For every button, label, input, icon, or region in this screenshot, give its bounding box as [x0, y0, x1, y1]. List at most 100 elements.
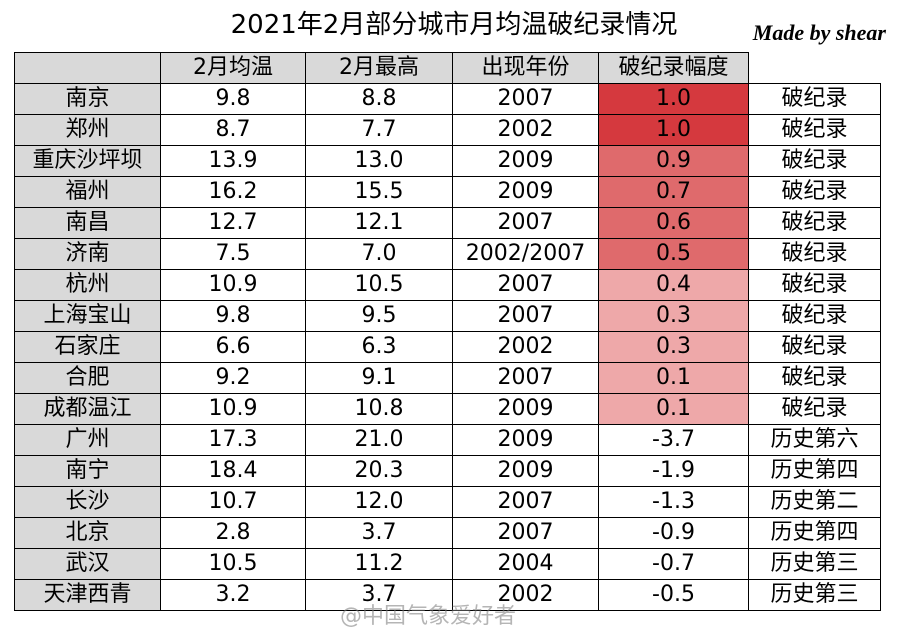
data-cell: 9.2 — [160, 362, 306, 394]
city-cell: 福州 — [14, 176, 161, 208]
data-cell: 0.3 — [598, 331, 749, 363]
data-cell: 0.6 — [598, 207, 749, 239]
data-cell: -1.3 — [598, 486, 749, 518]
data-cell: 2.8 — [160, 517, 306, 549]
data-cell: 1.0 — [598, 83, 749, 115]
city-cell: 南昌 — [14, 207, 161, 239]
city-cell: 成都温江 — [14, 393, 161, 425]
watermark: @中国气象爱好者 — [340, 604, 517, 629]
table-row: 武汉 10.5 11.2 2004 -0.7 历史第三 — [14, 548, 881, 580]
table-row: 北京 2.8 3.7 2007 -0.9 历史第四 — [14, 517, 881, 549]
data-cell: 18.4 — [160, 455, 306, 487]
column-header: 破纪录幅度 — [598, 52, 749, 84]
data-cell: 2007 — [452, 269, 599, 301]
data-cell: 2009 — [452, 176, 599, 208]
data-cell: 历史第四 — [748, 455, 881, 487]
header-row: 2月均温 2月最高 出现年份 破纪录幅度 — [14, 52, 881, 84]
data-cell: 2009 — [452, 145, 599, 177]
corner-cell — [14, 52, 161, 84]
data-cell: 2007 — [452, 517, 599, 549]
data-cell: 15.5 — [305, 176, 453, 208]
data-cell: 10.9 — [160, 269, 306, 301]
record-table: 2月均温 2月最高 出现年份 破纪录幅度 南京 9.8 8.8 2007 1.0 破纪录 郑州 8.… — [14, 52, 881, 611]
data-cell: 破纪录 — [748, 238, 881, 270]
data-cell: 13.0 — [305, 145, 453, 177]
data-cell: 7.7 — [305, 114, 453, 146]
data-cell: 9.8 — [160, 300, 306, 332]
table-row: 长沙 10.7 12.0 2007 -1.3 历史第二 — [14, 486, 881, 518]
city-cell: 广州 — [14, 424, 161, 456]
data-cell: 0.1 — [598, 393, 749, 425]
data-cell: 2002 — [452, 579, 599, 611]
data-cell: 破纪录 — [748, 331, 881, 363]
data-cell: 13.9 — [160, 145, 306, 177]
data-cell: 2009 — [452, 424, 599, 456]
data-cell: 2004 — [452, 548, 599, 580]
title: 2021年2月部分城市月均温破纪录情况 — [230, 10, 678, 40]
city-cell: 南京 — [14, 83, 161, 115]
data-cell: 破纪录 — [748, 269, 881, 301]
data-cell: 6.6 — [160, 331, 306, 363]
city-cell: 郑州 — [14, 114, 161, 146]
data-cell: 11.2 — [305, 548, 453, 580]
data-cell: 16.2 — [160, 176, 306, 208]
data-cell: 2009 — [452, 455, 599, 487]
data-cell: 8.7 — [160, 114, 306, 146]
column-header: 2月最高 — [305, 52, 453, 84]
column-header: 2月均温 — [160, 52, 306, 84]
table-row: 合肥 9.2 9.1 2007 0.1 破纪录 — [14, 362, 881, 394]
data-cell: 破纪录 — [748, 176, 881, 208]
city-cell: 武汉 — [14, 548, 161, 580]
data-cell: 10.8 — [305, 393, 453, 425]
data-cell: 17.3 — [160, 424, 306, 456]
data-cell: 历史第四 — [748, 517, 881, 549]
data-cell: 2002/2007 — [452, 238, 599, 270]
column-header: 出现年份 — [452, 52, 599, 84]
city-cell: 济南 — [14, 238, 161, 270]
data-cell: 0.5 — [598, 238, 749, 270]
data-cell: -1.9 — [598, 455, 749, 487]
data-cell: 8.8 — [305, 83, 453, 115]
data-cell: 2002 — [452, 331, 599, 363]
data-cell: 历史第三 — [748, 548, 881, 580]
table-row: 上海宝山 9.8 9.5 2007 0.3 破纪录 — [14, 300, 881, 332]
data-cell: 破纪录 — [748, 83, 881, 115]
data-cell: 12.0 — [305, 486, 453, 518]
city-cell: 重庆沙坪坝 — [14, 145, 161, 177]
data-cell: 历史第六 — [748, 424, 881, 456]
city-cell: 天津西青 — [14, 579, 161, 611]
data-cell: 破纪录 — [748, 362, 881, 394]
data-cell: 0.1 — [598, 362, 749, 394]
table-row: 济南 7.5 7.0 2002/2007 0.5 破纪录 — [14, 238, 881, 270]
data-cell: -0.5 — [598, 579, 749, 611]
data-cell: 破纪录 — [748, 207, 881, 239]
data-cell: 2007 — [452, 207, 599, 239]
table-row: 重庆沙坪坝 13.9 13.0 2009 0.9 破纪录 — [14, 145, 881, 177]
data-cell: 2007 — [452, 486, 599, 518]
city-cell: 上海宝山 — [14, 300, 161, 332]
table-row: 福州 16.2 15.5 2009 0.7 破纪录 — [14, 176, 881, 208]
table-row: 南京 9.8 8.8 2007 1.0 破纪录 — [14, 83, 881, 115]
data-cell: -0.7 — [598, 548, 749, 580]
data-cell: 0.3 — [598, 300, 749, 332]
data-cell: 6.3 — [305, 331, 453, 363]
table-body: 2月均温 2月最高 出现年份 破纪录幅度 南京 9.8 8.8 2007 1.0 破纪录 郑州 8.… — [14, 52, 881, 611]
city-cell: 合肥 — [14, 362, 161, 394]
data-cell: 9.8 — [160, 83, 306, 115]
table-row: 杭州 10.9 10.5 2007 0.4 破纪录 — [14, 269, 881, 301]
table-row: 天津西青 3.2 3.7 2002 -0.5 历史第三 — [14, 579, 881, 611]
city-cell: 南宁 — [14, 455, 161, 487]
data-cell: 破纪录 — [748, 300, 881, 332]
data-cell: 2007 — [452, 300, 599, 332]
data-cell: 21.0 — [305, 424, 453, 456]
data-cell: 0.7 — [598, 176, 749, 208]
data-cell: 0.4 — [598, 269, 749, 301]
data-cell: 20.3 — [305, 455, 453, 487]
data-cell: -3.7 — [598, 424, 749, 456]
table-row: 南昌 12.7 12.1 2007 0.6 破纪录 — [14, 207, 881, 239]
city-cell: 北京 — [14, 517, 161, 549]
data-cell: 2007 — [452, 362, 599, 394]
data-cell: 9.1 — [305, 362, 453, 394]
data-cell: 2007 — [452, 83, 599, 115]
